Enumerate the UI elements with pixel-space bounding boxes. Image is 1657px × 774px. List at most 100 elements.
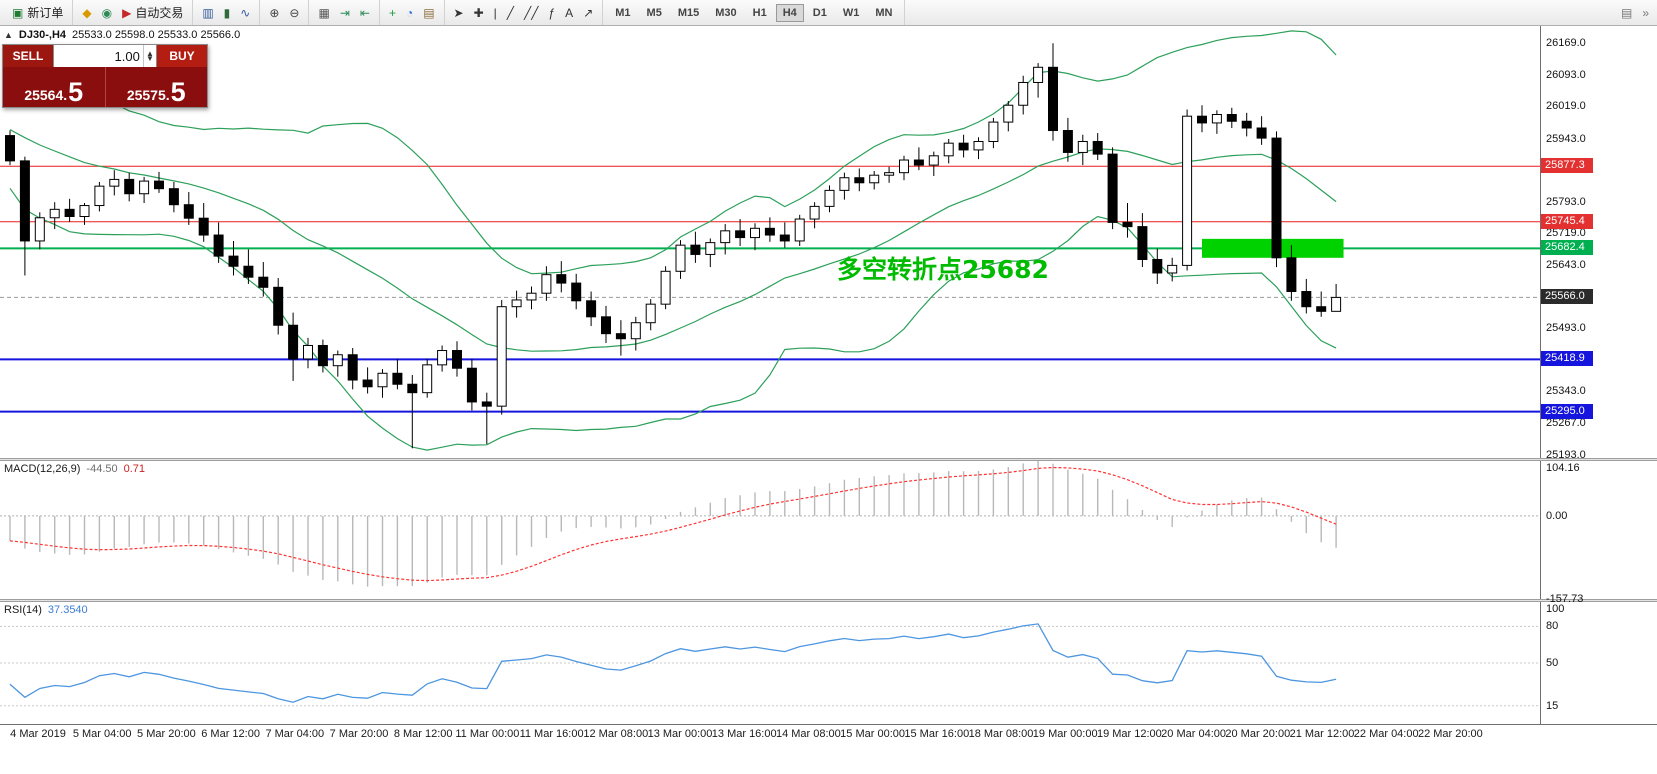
panel-divider[interactable] — [0, 599, 1657, 602]
macd-histogram — [9, 461, 1337, 587]
vertical-line-tool-button[interactable]: | — [489, 4, 502, 22]
sell-button[interactable]: SELL — [3, 45, 53, 67]
time-label: 11 Mar 00:00 — [455, 728, 520, 740]
indicators-window-button[interactable]: ◆ — [77, 4, 96, 22]
sell-price-main: 25564. — [24, 86, 68, 103]
macd-signal-value: 0.71 — [123, 463, 146, 475]
time-label: 21 Mar 12:00 — [1289, 728, 1355, 740]
timeframe-m30-button[interactable]: M30 — [708, 4, 743, 22]
chart-shift-icon: ⇤ — [359, 5, 370, 20]
candles-layer — [5, 43, 1342, 449]
time-label: 22 Mar 04:00 — [1353, 728, 1419, 740]
macd-panel: MACD(12,26,9) -44.50 0.71 104.16 0.00 -157… — [0, 461, 1657, 605]
timeframe-h1-button[interactable]: H1 — [746, 4, 774, 22]
time-label: 5 Mar 20:00 — [137, 728, 196, 740]
price-tick: 25643.0 — [1546, 258, 1586, 271]
trendline-icon: ╱ — [506, 5, 515, 20]
new-order-button[interactable]: ▣ 新订单 — [7, 1, 68, 24]
price-axis[interactable]: 26169.026093.026019.025943.025868.025793… — [1540, 26, 1657, 461]
one-click-trading-panel: SELL ▲ ▼ BUY 25564. 5 25575. 5 — [2, 44, 208, 108]
rsi-panel: RSI(14) 37.3540 100 80 50 15 — [0, 602, 1657, 724]
time-label: 7 Mar 20:00 — [329, 728, 389, 740]
market-watch-button[interactable]: ◉ — [97, 4, 117, 22]
channel-tool-button[interactable]: ╱╱ — [519, 4, 543, 22]
time-label: 13 Mar 16:00 — [711, 728, 777, 740]
volume-up-icon[interactable]: ▲ — [145, 49, 154, 58]
price-tick: 25719.0 — [1546, 226, 1586, 239]
toolbar-group: ▥ ▮ ∿ — [193, 0, 261, 25]
chart-ohlc-values: 25533.0 25598.0 25533.0 25566.0 — [72, 29, 241, 41]
timeframe-m15-button[interactable]: M15 — [671, 4, 706, 22]
time-label: 8 Mar 12:00 — [393, 728, 453, 740]
crosshair-tool-button[interactable]: ✚ — [469, 4, 489, 22]
chart-ohlc-header: ▲ DJ30-,H4 25533.0 25598.0 25533.0 25566… — [4, 29, 240, 41]
toolbar-group: ➤ ✚ | ╱ ╱╱ ƒ A ↗ — [445, 0, 604, 25]
rsi-axis[interactable]: 100 80 50 15 — [1540, 602, 1657, 724]
timeframe-mn-button[interactable]: MN — [868, 4, 899, 22]
vertical-line-icon: | — [493, 5, 497, 20]
window-layout-button[interactable]: ▤ — [1616, 4, 1637, 22]
macd-tick: 0.00 — [1546, 509, 1568, 522]
new-order-icon: ▣ — [12, 5, 24, 20]
bollinger-upper — [9, 30, 1337, 275]
zoom-in-button[interactable]: ⊕ — [264, 4, 284, 22]
volume-field: ▲ ▼ — [53, 45, 157, 67]
buy-button[interactable]: BUY — [157, 45, 207, 67]
candlestick-chart-button[interactable]: ▮ — [219, 4, 236, 22]
timeframe-d1-button[interactable]: D1 — [806, 4, 834, 22]
panel-divider[interactable] — [0, 458, 1657, 461]
rsi-canvas[interactable] — [0, 602, 1540, 724]
time-label: 11 Mar 16:00 — [519, 728, 584, 740]
toolbar-groups: ▣ 新订单 ◆ ◉ ▶ 自动交易 ▥ ▮ ∿ ⊕ ⊖ ▦ ⇥ ⇤ + ◔ ▤ ➤ ✚ | ╱ ╱╱ ƒ A ↗ — [3, 0, 604, 25]
auto-trading-button[interactable]: ▶ 自动交易 — [117, 1, 188, 24]
add-indicator-button[interactable]: + — [384, 4, 401, 22]
price-tick: 25267.0 — [1546, 417, 1586, 430]
arrows-tool-button[interactable]: ↗ — [578, 4, 598, 22]
toolbar-overflow-button[interactable]: » — [1637, 4, 1654, 22]
macd-signal-line — [9, 466, 1337, 582]
time-label: 14 Mar 08:00 — [775, 728, 841, 740]
sell-price[interactable]: 25564. 5 — [3, 67, 105, 107]
price-tick: 26093.0 — [1546, 69, 1586, 82]
fibonacci-tool-button[interactable]: ƒ — [543, 4, 560, 22]
volume-spinner: ▲ ▼ — [142, 45, 156, 67]
buy-price[interactable]: 25575. 5 — [104, 67, 208, 107]
time-label: 22 Mar 20:00 — [1417, 728, 1483, 740]
bar-chart-button[interactable]: ▥ — [197, 4, 218, 22]
macd-axis[interactable]: 104.16 0.00 -157.73 — [1540, 461, 1657, 605]
tile-windows-button[interactable]: ▦ — [313, 4, 334, 22]
main-chart-canvas[interactable]: 多空转折点25682 — [0, 26, 1540, 458]
trendline-tool-button[interactable]: ╱ — [502, 4, 519, 22]
auto-scroll-button[interactable]: ⇥ — [335, 4, 355, 22]
buy-price-main: 25575. — [126, 86, 170, 103]
timeframe-m1-button[interactable]: M1 — [608, 4, 637, 22]
toolbar-group: + ◔ ▤ — [380, 0, 445, 25]
line-chart-icon: ∿ — [240, 5, 251, 20]
macd-canvas[interactable] — [0, 461, 1540, 599]
cursor-tool-button[interactable]: ➤ — [449, 4, 469, 22]
time-axis[interactable]: 4 Mar 2019 5 Mar 04:00 5 Mar 20:00 6 Mar 12… — [0, 724, 1657, 744]
chart-shift-button[interactable]: ⇤ — [355, 4, 375, 22]
time-label: 20 Mar 04:00 — [1161, 728, 1227, 740]
one-click-collapse-icon[interactable]: ▲ — [4, 30, 13, 40]
price-tick: 25493.0 — [1546, 322, 1586, 335]
periods-button[interactable]: ◔ — [401, 4, 418, 22]
price-tag: 25682.4 — [1541, 240, 1593, 256]
volume-input[interactable] — [54, 45, 143, 67]
timeframe-h4-button[interactable]: H4 — [775, 3, 804, 22]
timeframe-w1-button[interactable]: W1 — [836, 4, 867, 22]
price-tag: 25566.0 — [1541, 289, 1593, 305]
main-chart-plot: 多空转折点25682 ▲ DJ30-,H4 25533.0 25598.0 25… — [0, 26, 1540, 458]
timeframe-m5-button[interactable]: M5 — [640, 4, 669, 22]
volume-down-icon[interactable]: ▼ — [145, 54, 154, 63]
templates-button[interactable]: ▤ — [418, 4, 439, 22]
text-tool-button[interactable]: A — [560, 4, 578, 22]
zoom-out-button[interactable]: ⊖ — [284, 4, 304, 22]
chart-annotation[interactable]: 多空转折点25682 — [837, 255, 1049, 284]
toolbar-group: ◆ ◉ ▶ 自动交易 — [73, 0, 194, 25]
chart-symbol-period-label: DJ30-,H4 — [18, 29, 66, 41]
timeframe-selector: M1 M5 M15 M30 H1 H4 D1 W1 MN — [603, 0, 906, 25]
line-chart-button[interactable]: ∿ — [235, 4, 255, 22]
toolbar-right-group: ▤» — [1616, 0, 1654, 25]
tile-windows-icon: ▦ — [318, 5, 330, 20]
